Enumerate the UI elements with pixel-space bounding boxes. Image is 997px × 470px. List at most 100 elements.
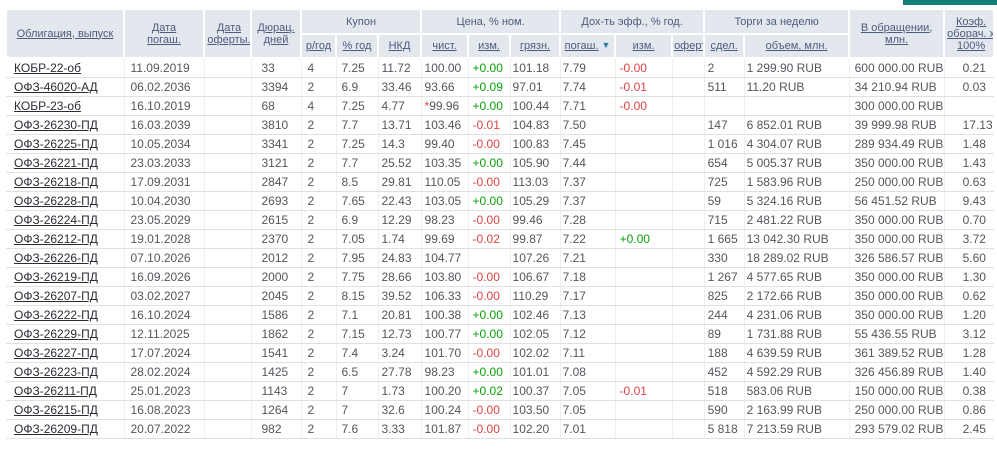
col-header-bond: Облигация, выпуск [5, 8, 125, 59]
coupon-pct-cell: 7.15 [336, 324, 379, 344]
yield-offer-cell [672, 134, 705, 154]
yield-change-cell: -0.01 [615, 381, 673, 401]
volume-cell: 5 005.37 RUB [744, 153, 850, 173]
col-header-turnover-link[interactable]: Коэф. оборач. х 100% [947, 15, 995, 52]
bond-link[interactable]: ОФЗ-26223-ПД [14, 365, 98, 379]
price-clean-cell: *99.96 [421, 96, 469, 116]
coupon-pct-cell: 7.75 [336, 267, 379, 287]
bond-link[interactable]: ОФЗ-26219-ПД [14, 270, 98, 284]
bond-link[interactable]: ОФЗ-26218-ПД [14, 175, 98, 189]
col-header-yield-chg-link[interactable]: изм. [632, 40, 655, 52]
coupon-pct-cell: 7.25 [336, 96, 379, 116]
yield-change-cell [615, 362, 673, 382]
deals-cell: 59 [704, 191, 745, 211]
bond-link[interactable]: ОФЗ-26221-ПД [14, 156, 98, 170]
col-header-yield-offer-link[interactable]: оферт. [674, 40, 702, 52]
yield-change-cell: +0.00 [615, 229, 673, 249]
col-header-price-chg-link[interactable]: изм. [478, 40, 500, 52]
bond-link[interactable]: ОФЗ-26226-ПД [14, 251, 98, 265]
bond-link[interactable]: ОФЗ-26230-ПД [14, 118, 98, 132]
coupon-per-year-cell: 2 [301, 153, 337, 173]
table-row: ОФЗ-26218-ПД 17.09.2031 2847 2 8.5 29.81… [6, 172, 995, 192]
offer-date-cell [204, 381, 252, 401]
price-clean-cell: 103.05 [421, 191, 469, 211]
duration-cell: 3394 [251, 77, 302, 97]
col-header-maturity-link[interactable]: Дата погаш. [147, 21, 181, 46]
col-header-yield-maturity-link[interactable]: погаш. [564, 40, 599, 52]
coupon-per-year-cell: 2 [301, 305, 337, 325]
bond-link[interactable]: КОБР-23-об [14, 99, 81, 113]
maturity-cell: 16.08.2023 [124, 400, 205, 420]
col-header-nkd-link[interactable]: НКД [388, 40, 411, 52]
col-header-coupon-pct-link[interactable]: % год [342, 40, 372, 52]
turnover-cell: 1.20 [944, 305, 995, 325]
coupon-per-year-cell: 2 [301, 248, 337, 268]
offer-date-cell [204, 324, 252, 344]
yield-change-cell: -0.01 [615, 77, 673, 97]
yield-change-cell: -0.00 [615, 58, 673, 78]
yield-maturity-cell: 7.13 [560, 305, 616, 325]
yield-change-cell [615, 134, 673, 154]
price-change-cell: +0.00 [468, 305, 511, 325]
bond-link[interactable]: ОФЗ-26215-ПД [14, 403, 98, 417]
table-row: ОФЗ-26225-ПД 10.05.2034 3341 2 7.25 14.3… [6, 134, 995, 154]
bond-cell: ОФЗ-26218-ПД [6, 172, 125, 192]
price-change-cell: -0.02 [468, 229, 511, 249]
coupon-per-year-cell: 2 [301, 229, 337, 249]
coupon-per-year-cell: 2 [301, 210, 337, 230]
duration-cell: 2615 [251, 210, 302, 230]
col-header-outstanding-link[interactable]: В обращении, млн. [860, 21, 933, 46]
col-header-duration-link[interactable]: Дюрац. дней [257, 21, 295, 46]
maturity-cell: 23.03.2033 [124, 153, 205, 173]
col-header-offer-date-link[interactable]: Дата оферты. [207, 21, 251, 46]
yield-offer-cell [672, 229, 705, 249]
outstanding-cell: 250 000.00 RUB [849, 400, 945, 420]
bond-link[interactable]: ОФЗ-26224-ПД [14, 213, 98, 227]
bond-link[interactable]: ОФЗ-26225-ПД [14, 137, 98, 151]
maturity-cell: 12.11.2025 [124, 324, 205, 344]
turnover-cell: 0.62 [944, 286, 995, 306]
coupon-pct-cell: 7.25 [336, 58, 379, 78]
bond-link[interactable]: ОФЗ-26207-ПД [14, 289, 98, 303]
bond-link[interactable]: ОФЗ-46020-АД [14, 80, 98, 94]
bond-link[interactable]: ОФЗ-26229-ПД [14, 327, 98, 341]
nkd-cell: 1.74 [378, 229, 422, 249]
coupon-pct-cell: 6.9 [336, 210, 379, 230]
bond-cell: ОФЗ-26211-ПД [6, 381, 125, 401]
price-clean-cell: 101.87 [421, 419, 469, 439]
col-header-price-chg: изм. [467, 33, 512, 59]
nkd-cell: 39.52 [378, 286, 422, 306]
outstanding-cell: 350 000.00 RUB [849, 305, 945, 325]
bond-link[interactable]: ОФЗ-26222-ПД [14, 308, 98, 322]
yield-change-cell [615, 210, 673, 230]
col-header-coupon-per-year-link[interactable]: р/год [305, 40, 332, 52]
bond-link[interactable]: ОФЗ-26209-ПД [14, 422, 98, 436]
col-header-volume-link[interactable]: объем, млн. [765, 40, 828, 52]
duration-cell: 1862 [251, 324, 302, 344]
yield-offer-cell [672, 58, 705, 78]
bond-link[interactable]: ОФЗ-26212-ПД [14, 232, 98, 246]
table-row: ОФЗ-26227-ПД 17.07.2024 1541 2 7.4 3.24 … [6, 343, 995, 363]
bond-link[interactable]: КОБР-22-об [14, 61, 81, 75]
offer-date-cell [204, 419, 252, 439]
turnover-cell: 0.21 [944, 58, 995, 78]
bond-link[interactable]: ОФЗ-26211-ПД [14, 384, 97, 398]
volume-cell: 4 592.29 RUB [744, 362, 850, 382]
sort-desc-icon[interactable]: ▼ [601, 40, 611, 50]
deals-cell: 2 [704, 58, 745, 78]
duration-cell: 3341 [251, 134, 302, 154]
nkd-cell: 12.29 [378, 210, 422, 230]
col-header-yield-offer: оферт. [671, 33, 706, 59]
deals-cell: 518 [704, 381, 745, 401]
col-header-deals-link[interactable]: сдел. [710, 40, 738, 52]
coupon-pct-cell: 7.4 [336, 343, 379, 363]
yield-offer-cell [672, 343, 705, 363]
bond-link[interactable]: ОФЗ-26227-ПД [14, 346, 98, 360]
maturity-cell: 16.10.2024 [124, 305, 205, 325]
coupon-per-year-cell: 2 [301, 267, 337, 287]
col-header-price-dirty-link[interactable]: грязн. [519, 40, 551, 52]
bond-link[interactable]: ОФЗ-26228-ПД [14, 194, 98, 208]
col-header-bond-link[interactable]: Облигация, выпуск [16, 27, 114, 40]
col-header-price-clean: чист. [420, 33, 470, 59]
col-header-price-clean-link[interactable]: чист. [432, 40, 457, 52]
